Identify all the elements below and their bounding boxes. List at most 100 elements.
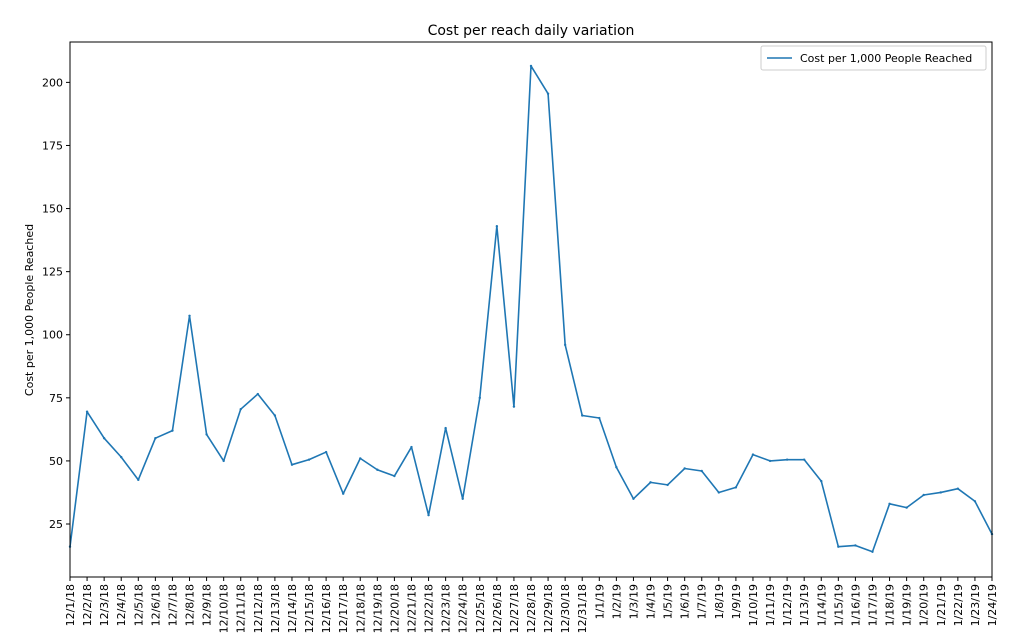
x-tick-label: 1/9/19 — [730, 584, 743, 619]
data-point — [461, 497, 464, 500]
data-point — [666, 483, 669, 487]
x-tick-label: 1/11/19 — [764, 584, 777, 626]
x-tick-label: 1/19/19 — [901, 584, 914, 626]
x-tick-label: 1/3/19 — [627, 584, 640, 619]
data-point — [120, 455, 123, 459]
plot-area: 25 50 75 100 125 150 175 200 12/1/18 12/2/18 12/3/… — [42, 64, 999, 633]
data-point — [85, 410, 89, 413]
x-tick-label: 1/12/19 — [781, 584, 794, 626]
data-point — [785, 458, 789, 461]
x-tick-label: 12/24/18 — [457, 584, 470, 633]
chart-title: Cost per reach daily variation — [428, 23, 635, 39]
data-point — [307, 458, 311, 461]
x-tick-label: 12/10/18 — [218, 584, 231, 633]
data-point — [478, 396, 481, 400]
y-tick-label: 150 — [42, 203, 63, 216]
legend-label: Cost per 1,000 People Reached — [800, 52, 972, 65]
x-tick-label: 1/5/19 — [662, 584, 675, 619]
x-tick-label: 1/18/19 — [884, 584, 897, 626]
x-tick-label: 1/24/19 — [986, 584, 999, 626]
x-tick-label: 1/22/19 — [952, 584, 965, 626]
data-point — [512, 405, 516, 408]
data-point — [802, 458, 806, 461]
data-point — [495, 225, 499, 228]
data-point — [359, 457, 362, 460]
data-point — [888, 502, 891, 506]
data-point — [768, 459, 772, 463]
legend-box — [760, 45, 987, 71]
x-tick-label: 1/2/19 — [610, 584, 623, 619]
x-tick-label: 12/5/18 — [132, 584, 145, 626]
x-tick-label: 12/20/18 — [388, 584, 401, 633]
x-tick-label: 12/28/18 — [525, 584, 538, 633]
data-point — [956, 487, 960, 490]
data-point — [256, 392, 260, 396]
data-point — [581, 414, 584, 417]
data-point — [102, 437, 106, 440]
data-point — [222, 459, 225, 463]
plot-frame — [69, 41, 993, 578]
x-tick-label: 1/17/19 — [866, 584, 879, 626]
x-tick-label: 12/1/18 — [64, 584, 77, 626]
x-tick-label: 12/23/18 — [440, 584, 453, 633]
data-point — [700, 469, 703, 473]
x-tick-label: 12/14/18 — [286, 584, 299, 633]
data-point — [273, 414, 277, 417]
data-point — [854, 544, 857, 547]
x-tick-label: 12/9/18 — [201, 584, 214, 626]
data-point — [905, 506, 908, 509]
x-tick-label: 1/1/19 — [593, 584, 606, 619]
x-tick-label: 1/20/19 — [918, 584, 931, 626]
data-point — [324, 450, 328, 454]
x-tick-label: 12/8/18 — [184, 584, 197, 626]
data-point — [137, 478, 140, 482]
x-tick-label: 12/26/18 — [491, 584, 504, 633]
y-tick-label: 125 — [42, 266, 63, 279]
data-point — [939, 491, 942, 494]
series-line — [69, 65, 993, 553]
x-tick-label: 1/10/19 — [747, 584, 760, 626]
y-tick-label: 50 — [49, 455, 63, 468]
x-tick-label: 12/22/18 — [423, 584, 436, 633]
data-point — [290, 463, 294, 466]
data-point — [820, 479, 823, 483]
data-point — [632, 497, 635, 500]
y-tick-label: 200 — [42, 76, 63, 89]
x-tick-label: 12/31/18 — [576, 584, 589, 633]
data-point — [717, 491, 721, 494]
data-point — [922, 493, 925, 497]
x-tick-label: 1/4/19 — [645, 584, 658, 619]
data-point — [529, 64, 533, 68]
x-tick-label: 1/8/19 — [713, 584, 726, 619]
data-point — [837, 545, 840, 548]
x-tick-label: 12/27/18 — [508, 584, 521, 633]
x-tick-label: 12/13/18 — [269, 584, 282, 633]
x-tick-label: 1/7/19 — [696, 584, 709, 619]
data-point — [171, 429, 174, 432]
data-point — [410, 445, 413, 449]
x-tick-label: 12/19/18 — [371, 584, 384, 633]
x-tick-label: 1/13/19 — [798, 584, 811, 626]
x-tick-label: 1/15/19 — [832, 584, 845, 626]
data-point — [734, 486, 738, 489]
data-point — [649, 481, 652, 484]
x-tick-label: 1/16/19 — [849, 584, 862, 626]
x-tick-label: 12/21/18 — [405, 584, 418, 633]
data-point — [444, 426, 447, 430]
data-point — [751, 453, 755, 456]
data-point — [546, 92, 550, 95]
data-point — [205, 433, 208, 436]
x-tick-label: 1/23/19 — [969, 584, 982, 626]
y-tick-label: 75 — [49, 392, 63, 405]
x-tick-label: 12/6/18 — [149, 584, 162, 626]
x-tick-label: 12/30/18 — [559, 584, 572, 633]
data-point — [598, 416, 601, 420]
x-tick-label: 12/2/18 — [81, 584, 94, 626]
x-tick-label: 12/17/18 — [337, 584, 350, 633]
x-tick-label: 1/6/19 — [679, 584, 692, 619]
x-tick-label: 12/18/18 — [354, 584, 367, 633]
x-tick-label: 12/11/18 — [235, 584, 248, 633]
data-point — [683, 467, 686, 470]
y-tick-label: 175 — [42, 139, 63, 152]
